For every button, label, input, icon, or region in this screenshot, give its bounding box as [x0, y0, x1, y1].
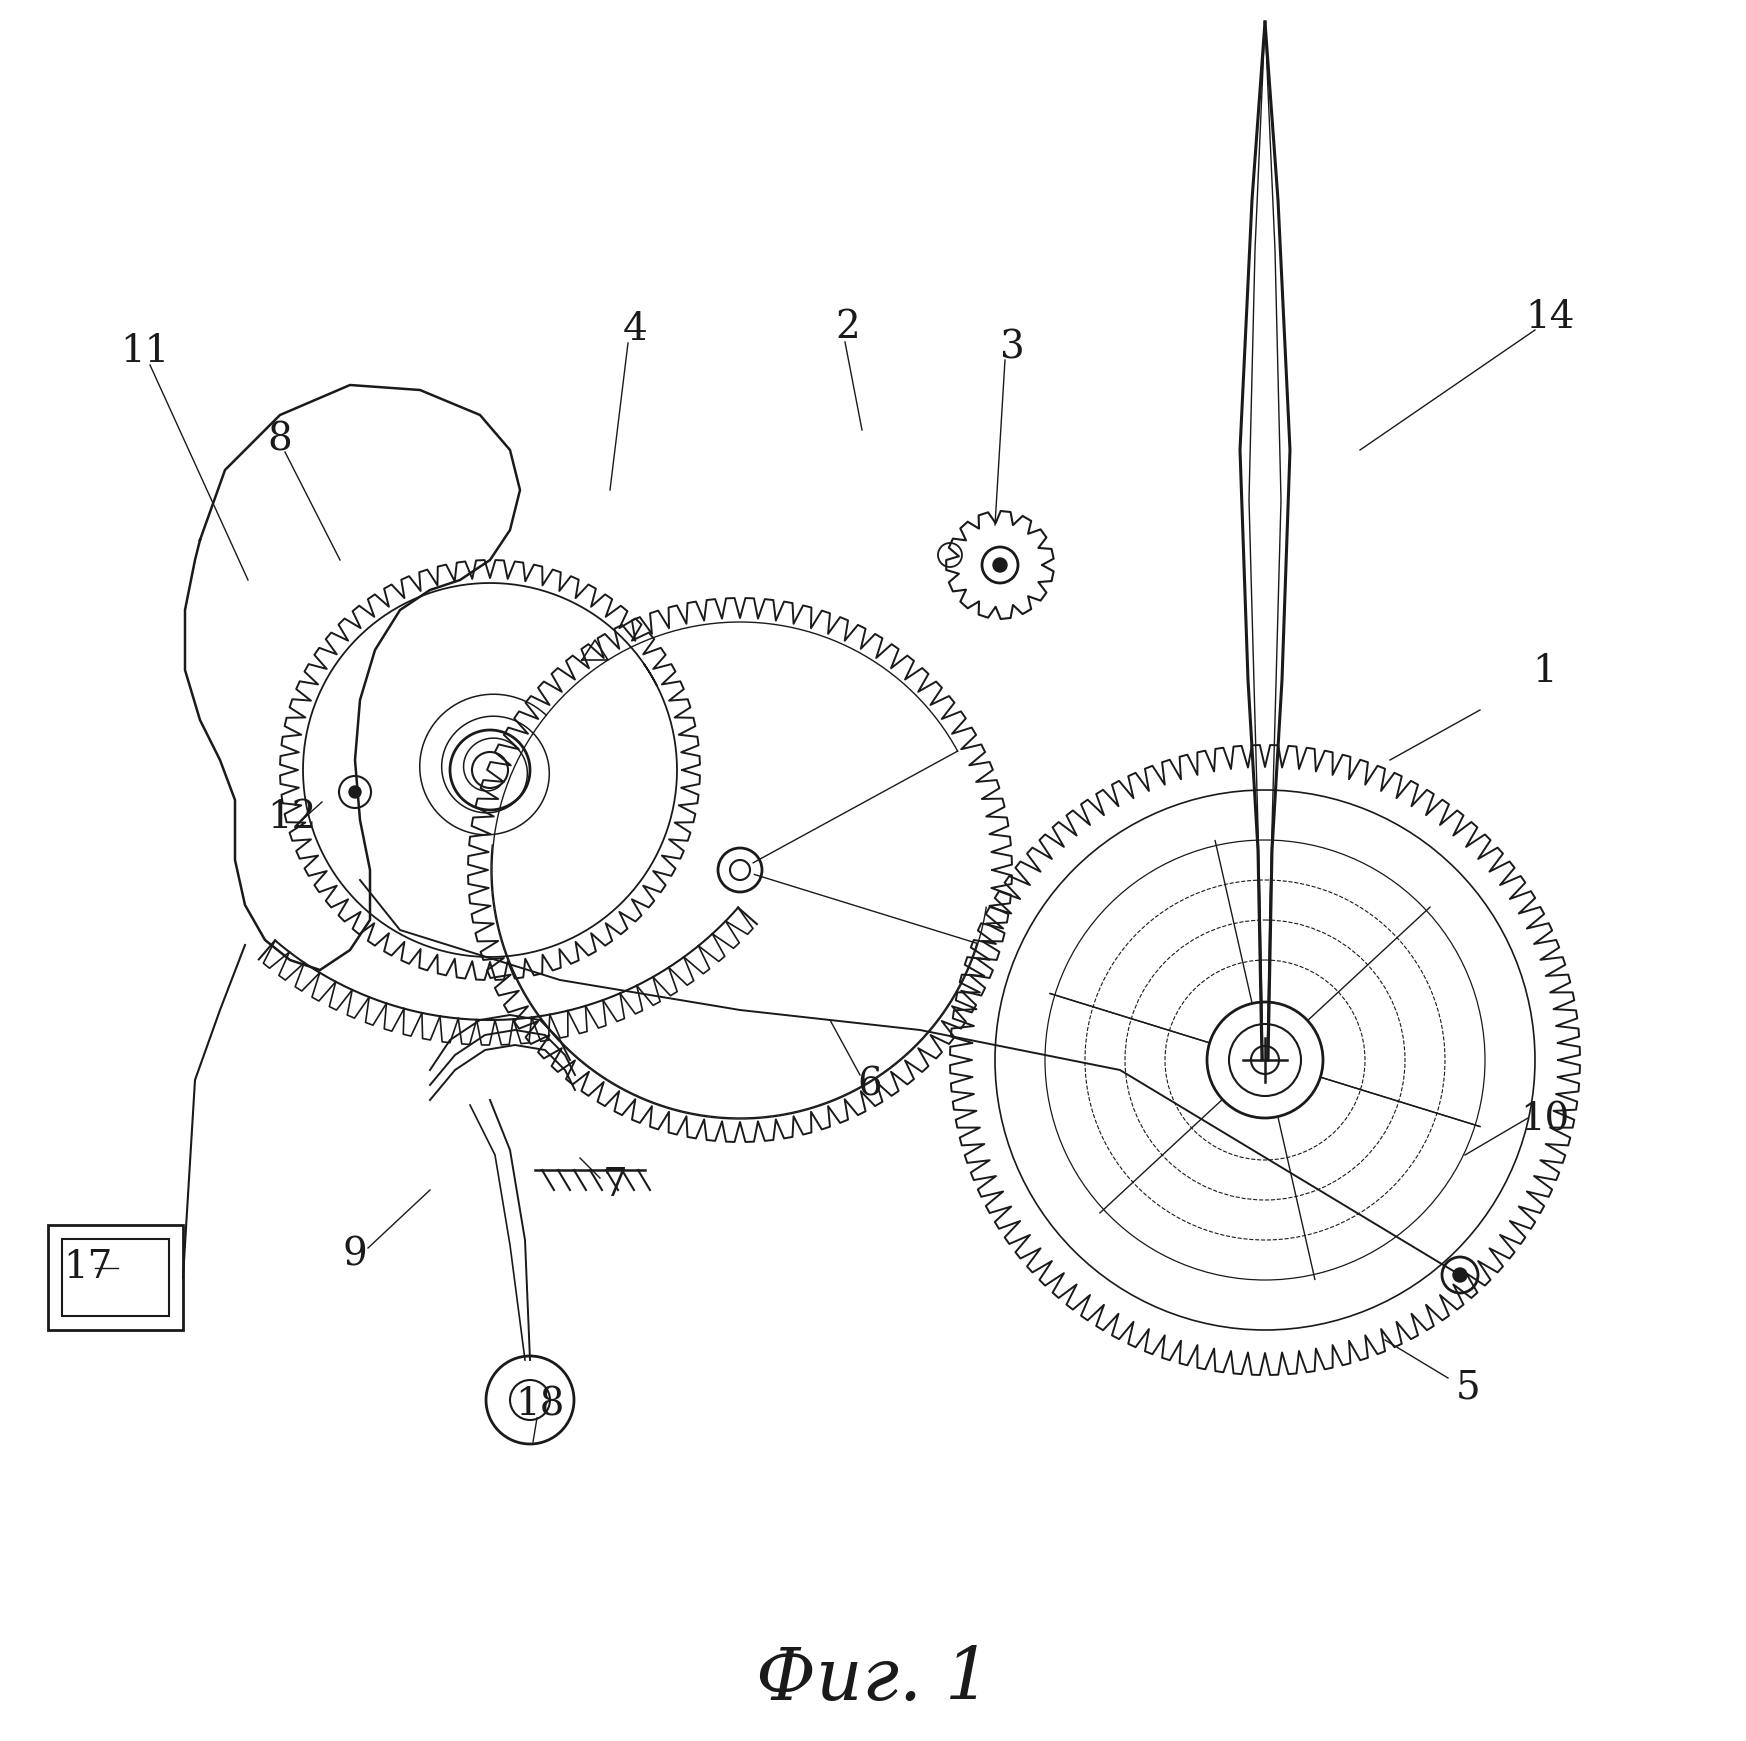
Text: 9: 9 [342, 1236, 367, 1273]
Circle shape [349, 785, 361, 797]
Circle shape [1453, 1267, 1467, 1281]
Text: 11: 11 [120, 334, 169, 371]
Text: 6: 6 [857, 1067, 882, 1104]
Bar [63, 1240, 169, 1316]
Bar [47, 1226, 183, 1330]
Text: 1: 1 [1533, 653, 1557, 691]
Text: 4: 4 [623, 312, 648, 348]
Text: 7: 7 [602, 1166, 627, 1203]
Text: 14: 14 [1526, 299, 1575, 336]
Text: 8: 8 [267, 421, 292, 458]
Text: 5: 5 [1456, 1370, 1481, 1407]
Text: 12: 12 [267, 799, 316, 836]
Text: 2: 2 [836, 310, 861, 346]
Text: 18: 18 [515, 1386, 564, 1424]
Circle shape [993, 559, 1007, 573]
Text: 10: 10 [1521, 1102, 1570, 1139]
Circle shape [1442, 1257, 1479, 1294]
Text: 3: 3 [1000, 329, 1025, 367]
Text: Фиг. 1: Фиг. 1 [756, 1645, 990, 1715]
Text: 17: 17 [63, 1250, 113, 1287]
Circle shape [981, 547, 1018, 583]
Circle shape [339, 776, 370, 808]
